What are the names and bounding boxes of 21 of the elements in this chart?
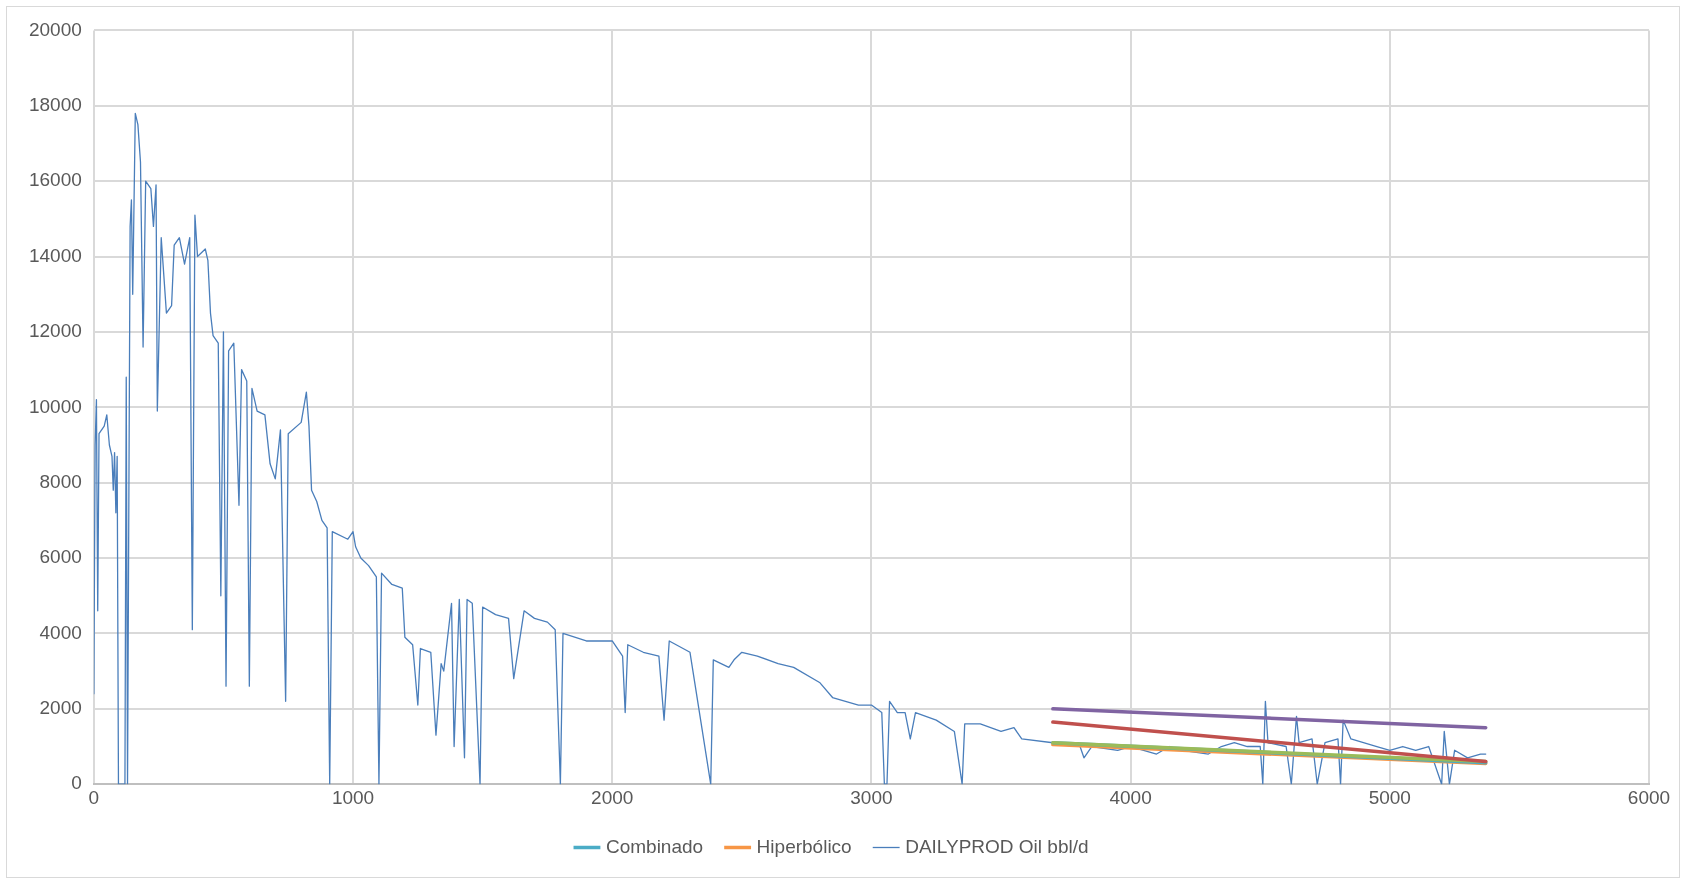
- x-tick-label: 4000: [1109, 786, 1152, 808]
- y-tick-label: 2000: [39, 697, 82, 719]
- y-tick-label: 4000: [39, 621, 82, 643]
- legend-label: Combinado: [605, 835, 704, 857]
- y-tick-label: 18000: [28, 94, 82, 116]
- legend-label: DAILYPROD Oil bbl/d: [905, 835, 1089, 857]
- x-tick-label: 1000: [331, 786, 375, 808]
- x-tick-label: 5000: [1368, 786, 1411, 808]
- y-tick-label: 10000: [28, 395, 82, 417]
- y-tick-label: 14000: [28, 244, 82, 266]
- y-tick-label: 16000: [28, 169, 82, 191]
- y-tick-label: 6000: [39, 546, 82, 568]
- x-tick-label: 6000: [1627, 786, 1671, 808]
- y-tick-label: 0: [71, 772, 82, 794]
- x-tick-label: 2000: [591, 786, 634, 808]
- x-tick-label: 3000: [850, 786, 893, 808]
- y-tick-label: 12000: [28, 320, 82, 342]
- x-tick-label: 0: [88, 786, 100, 808]
- legend-label: Hiperbólico: [756, 835, 852, 857]
- y-tick-label: 8000: [39, 470, 82, 492]
- y-tick-label: 20000: [28, 18, 82, 40]
